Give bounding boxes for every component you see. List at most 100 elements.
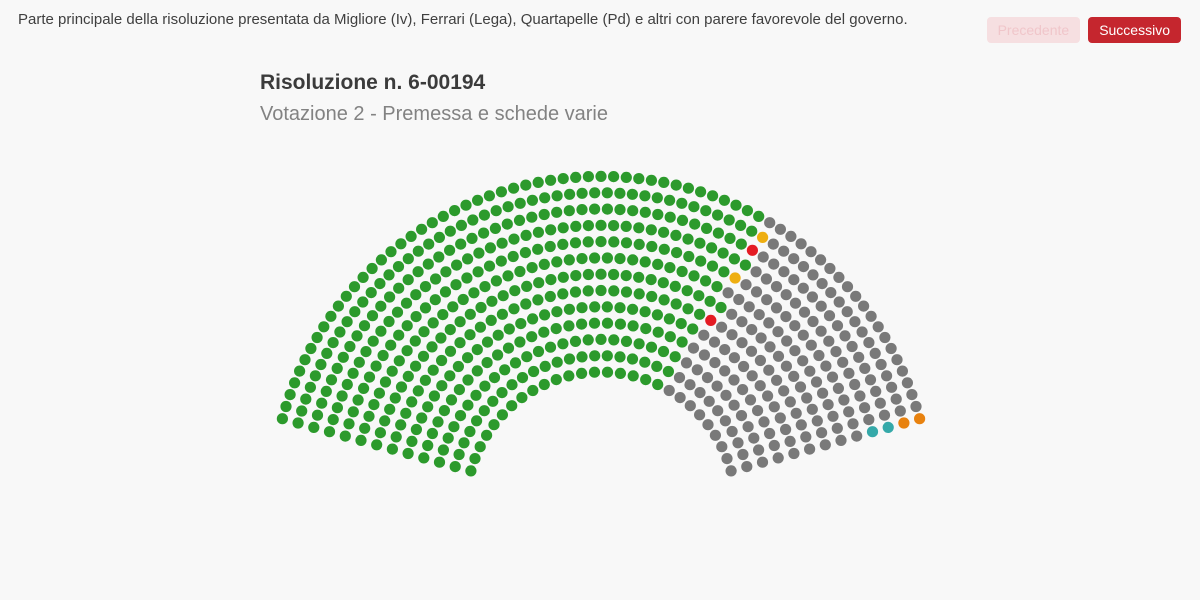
seat [516,372,529,384]
seat [464,425,476,438]
seat [351,330,363,342]
seat [869,347,881,359]
seat [658,243,670,255]
next-button[interactable]: Successivo [1088,17,1181,43]
seat [419,374,431,386]
seat [851,430,863,442]
seat [437,444,449,456]
seat [341,316,353,328]
seat [478,405,490,417]
seat [633,288,645,300]
seat [627,370,639,382]
seat [753,444,765,456]
seat [813,349,825,362]
seat [481,357,493,369]
seat [368,399,380,411]
seat [379,415,391,427]
seat [651,192,663,204]
seat [742,421,754,433]
seat [785,230,797,242]
seat [557,271,569,283]
seat [805,339,817,351]
seat [790,407,802,419]
seat [344,340,356,353]
seat [712,209,724,221]
seat [589,350,601,362]
seat [746,370,758,382]
seat [856,326,868,338]
seat [439,286,452,298]
seat [488,419,500,431]
seat [300,393,312,405]
seat [682,182,695,194]
seat [395,419,407,431]
previous-button[interactable]: Precedente [986,17,1081,43]
seat [645,341,658,353]
seat [669,351,681,363]
seat [544,240,556,253]
seat [804,443,816,455]
seat [375,325,387,337]
seat [707,190,719,202]
seat [768,401,780,413]
seat [709,357,721,369]
seat [481,429,493,441]
seat [418,452,430,464]
seat [735,238,747,250]
seat [652,208,664,221]
seat [427,317,439,329]
seat [608,236,620,248]
seat [762,390,774,402]
seat [588,317,601,329]
seat [795,419,807,431]
seat [514,336,526,348]
seat [462,374,474,386]
seat [576,187,588,199]
seat [532,226,545,238]
seat [633,238,645,250]
seat [474,321,486,333]
seat [478,209,490,221]
seat [521,280,533,292]
seat [748,432,760,444]
seat [582,220,595,232]
seat [426,427,438,440]
seat [849,378,861,391]
seat [507,182,520,194]
seat [492,329,504,341]
seat [384,403,396,415]
seat [545,274,557,286]
seat [614,253,626,265]
seat [377,349,389,362]
seat [658,176,670,188]
seat [633,271,645,283]
seat [806,291,819,303]
seat [343,418,355,430]
seat [437,309,449,321]
seat [355,434,367,446]
seat [440,266,452,278]
seat [527,313,539,325]
seat [321,347,333,359]
seat [438,405,450,417]
seat [756,456,769,468]
seat [891,354,903,366]
seat [492,349,504,361]
seat [406,435,418,447]
seat [435,332,447,344]
seat [795,238,807,250]
seat [614,302,626,314]
seat [831,320,844,332]
seat [735,410,748,422]
seat [801,392,813,404]
seat [620,286,633,298]
seat [506,379,518,391]
seat [465,465,477,477]
seat [675,318,687,330]
seat [688,270,700,282]
seat [882,421,894,433]
seat [563,303,576,315]
seat [509,357,522,369]
seat [353,356,365,368]
seat [701,222,713,234]
